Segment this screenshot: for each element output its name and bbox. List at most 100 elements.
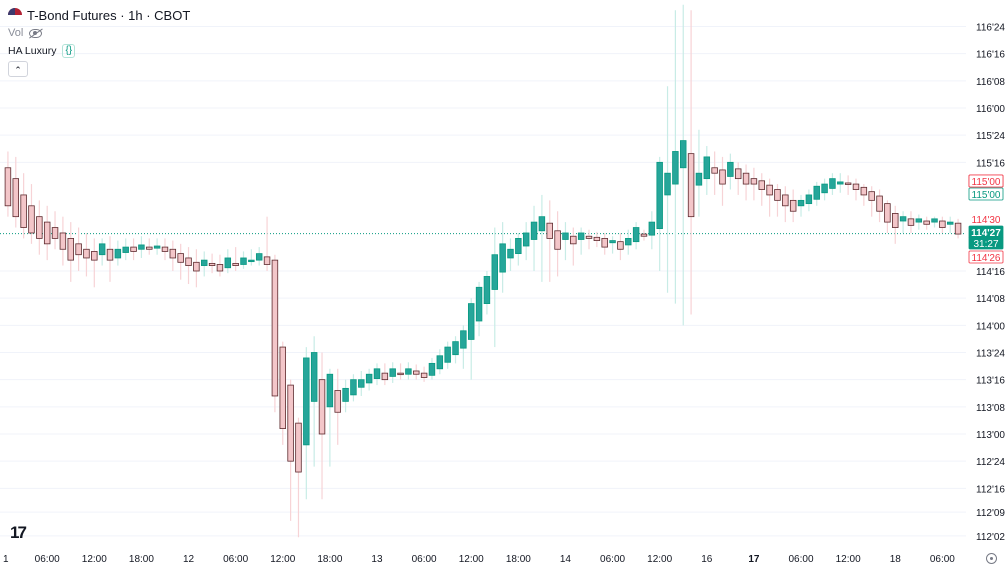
candle-body [75,243,82,256]
candle-body [860,186,868,196]
collapse-legend-button[interactable]: ⌃ [8,61,28,77]
candle-body [507,248,514,259]
candle-body [59,232,67,250]
candle-body [617,241,624,250]
time-tick-label: 12:00 [836,554,861,565]
candle-body [844,182,852,185]
candle-body [475,286,483,322]
time-tick-label: 12:00 [82,554,107,565]
candle-body [609,240,616,244]
time-tick-label: 18:00 [506,554,531,565]
time-tick-label: 16 [701,554,713,565]
candle-body [876,195,883,212]
candle-body [428,362,436,376]
candle-body [837,181,844,185]
candle-body [483,276,491,304]
candle-body [625,237,632,246]
candle-body [742,172,750,185]
candle-body [852,183,860,190]
candle-body [538,216,546,232]
candle-body [460,330,467,349]
candle-body [287,384,294,462]
candle-body [766,184,773,196]
price-badge-box [968,174,1004,188]
candle-body [664,172,671,196]
time-tick-label: 1 [3,554,9,565]
candle-body [680,140,687,169]
volume-row[interactable]: Vol [8,24,190,42]
time-tick-label: 12:00 [270,554,295,565]
candle-body [310,352,318,402]
indicator-label[interactable]: HA Luxury [8,45,57,57]
source-code-icon[interactable]: {} [62,44,76,58]
price-tick-label: 113'16 [976,376,1005,387]
price-tick-label: 116'24 [976,23,1005,34]
candle-body [601,237,608,248]
candle-body [577,232,585,240]
candle-body [632,227,640,243]
price-badge-box [968,236,1004,250]
price-badge-label: 115'00 [972,190,1001,201]
price-badge-label: 114'27 [971,228,1001,239]
candle-body [570,235,577,245]
candle-body [67,237,74,261]
candle-body [946,221,954,225]
time-tick-label: 18:00 [129,554,154,565]
candle-body [789,199,797,212]
candle-body [303,357,310,446]
indicator-row[interactable]: HA Luxury {} [8,42,190,60]
price-badge-box [969,213,1003,225]
time-tick-label: 06:00 [930,554,955,565]
time-tick-label: 12:00 [459,554,484,565]
chart-grid [0,26,966,537]
time-tick-label: 06:00 [412,554,437,565]
price-badge-box [968,187,1004,201]
symbol-title[interactable]: T-Bond Futures · 1h · CBOT [27,7,191,23]
candle-body [703,156,711,180]
candle-body [868,191,875,201]
candle-body [939,220,946,228]
price-badge-label: 114'26 [972,253,1001,264]
candle-body [28,205,35,234]
candle-body [381,372,389,381]
time-tick-label: 12:00 [647,554,672,565]
candle-body [83,248,90,259]
candle-body [4,167,12,207]
hidden-eye-icon[interactable] [29,28,43,38]
price-badge-label: 31:27 [973,239,998,250]
candle-body [672,151,679,185]
symbol-row[interactable]: T-Bond Futures · 1h · CBOT [8,6,190,24]
candle-body [656,161,663,230]
price-tick-label: 116'16 [976,50,1005,61]
candle-body [931,218,938,223]
settings-gear-icon[interactable] [986,553,997,564]
price-tick-label: 112'02 [976,532,1005,543]
candle-body [554,230,561,250]
candle-body [334,390,341,413]
candle-body [177,253,184,263]
candle-body [295,422,302,473]
candle-body [20,194,27,228]
candle-body [161,246,169,252]
price-tick-label: 112'09 [976,508,1005,519]
candle-body [201,259,208,266]
candle-body [43,221,51,245]
candle-body [522,232,530,247]
chart-legend: T-Bond Futures · 1h · CBOT Vol HA Luxury… [8,6,190,60]
candle-body [106,248,114,261]
candle-series [4,4,962,538]
candle-body [695,172,703,186]
candle-body [923,220,930,225]
candle-body [240,257,247,265]
candle-body [892,213,899,228]
time-tick-label: 06:00 [35,554,60,565]
price-tick-label: 114'16 [976,267,1005,278]
candle-body [899,216,907,222]
candle-body [216,264,224,272]
candle-body [829,178,836,189]
candle-body [397,372,404,376]
candle-body [436,355,444,370]
candle-body [711,167,718,174]
candle-body [98,243,106,256]
